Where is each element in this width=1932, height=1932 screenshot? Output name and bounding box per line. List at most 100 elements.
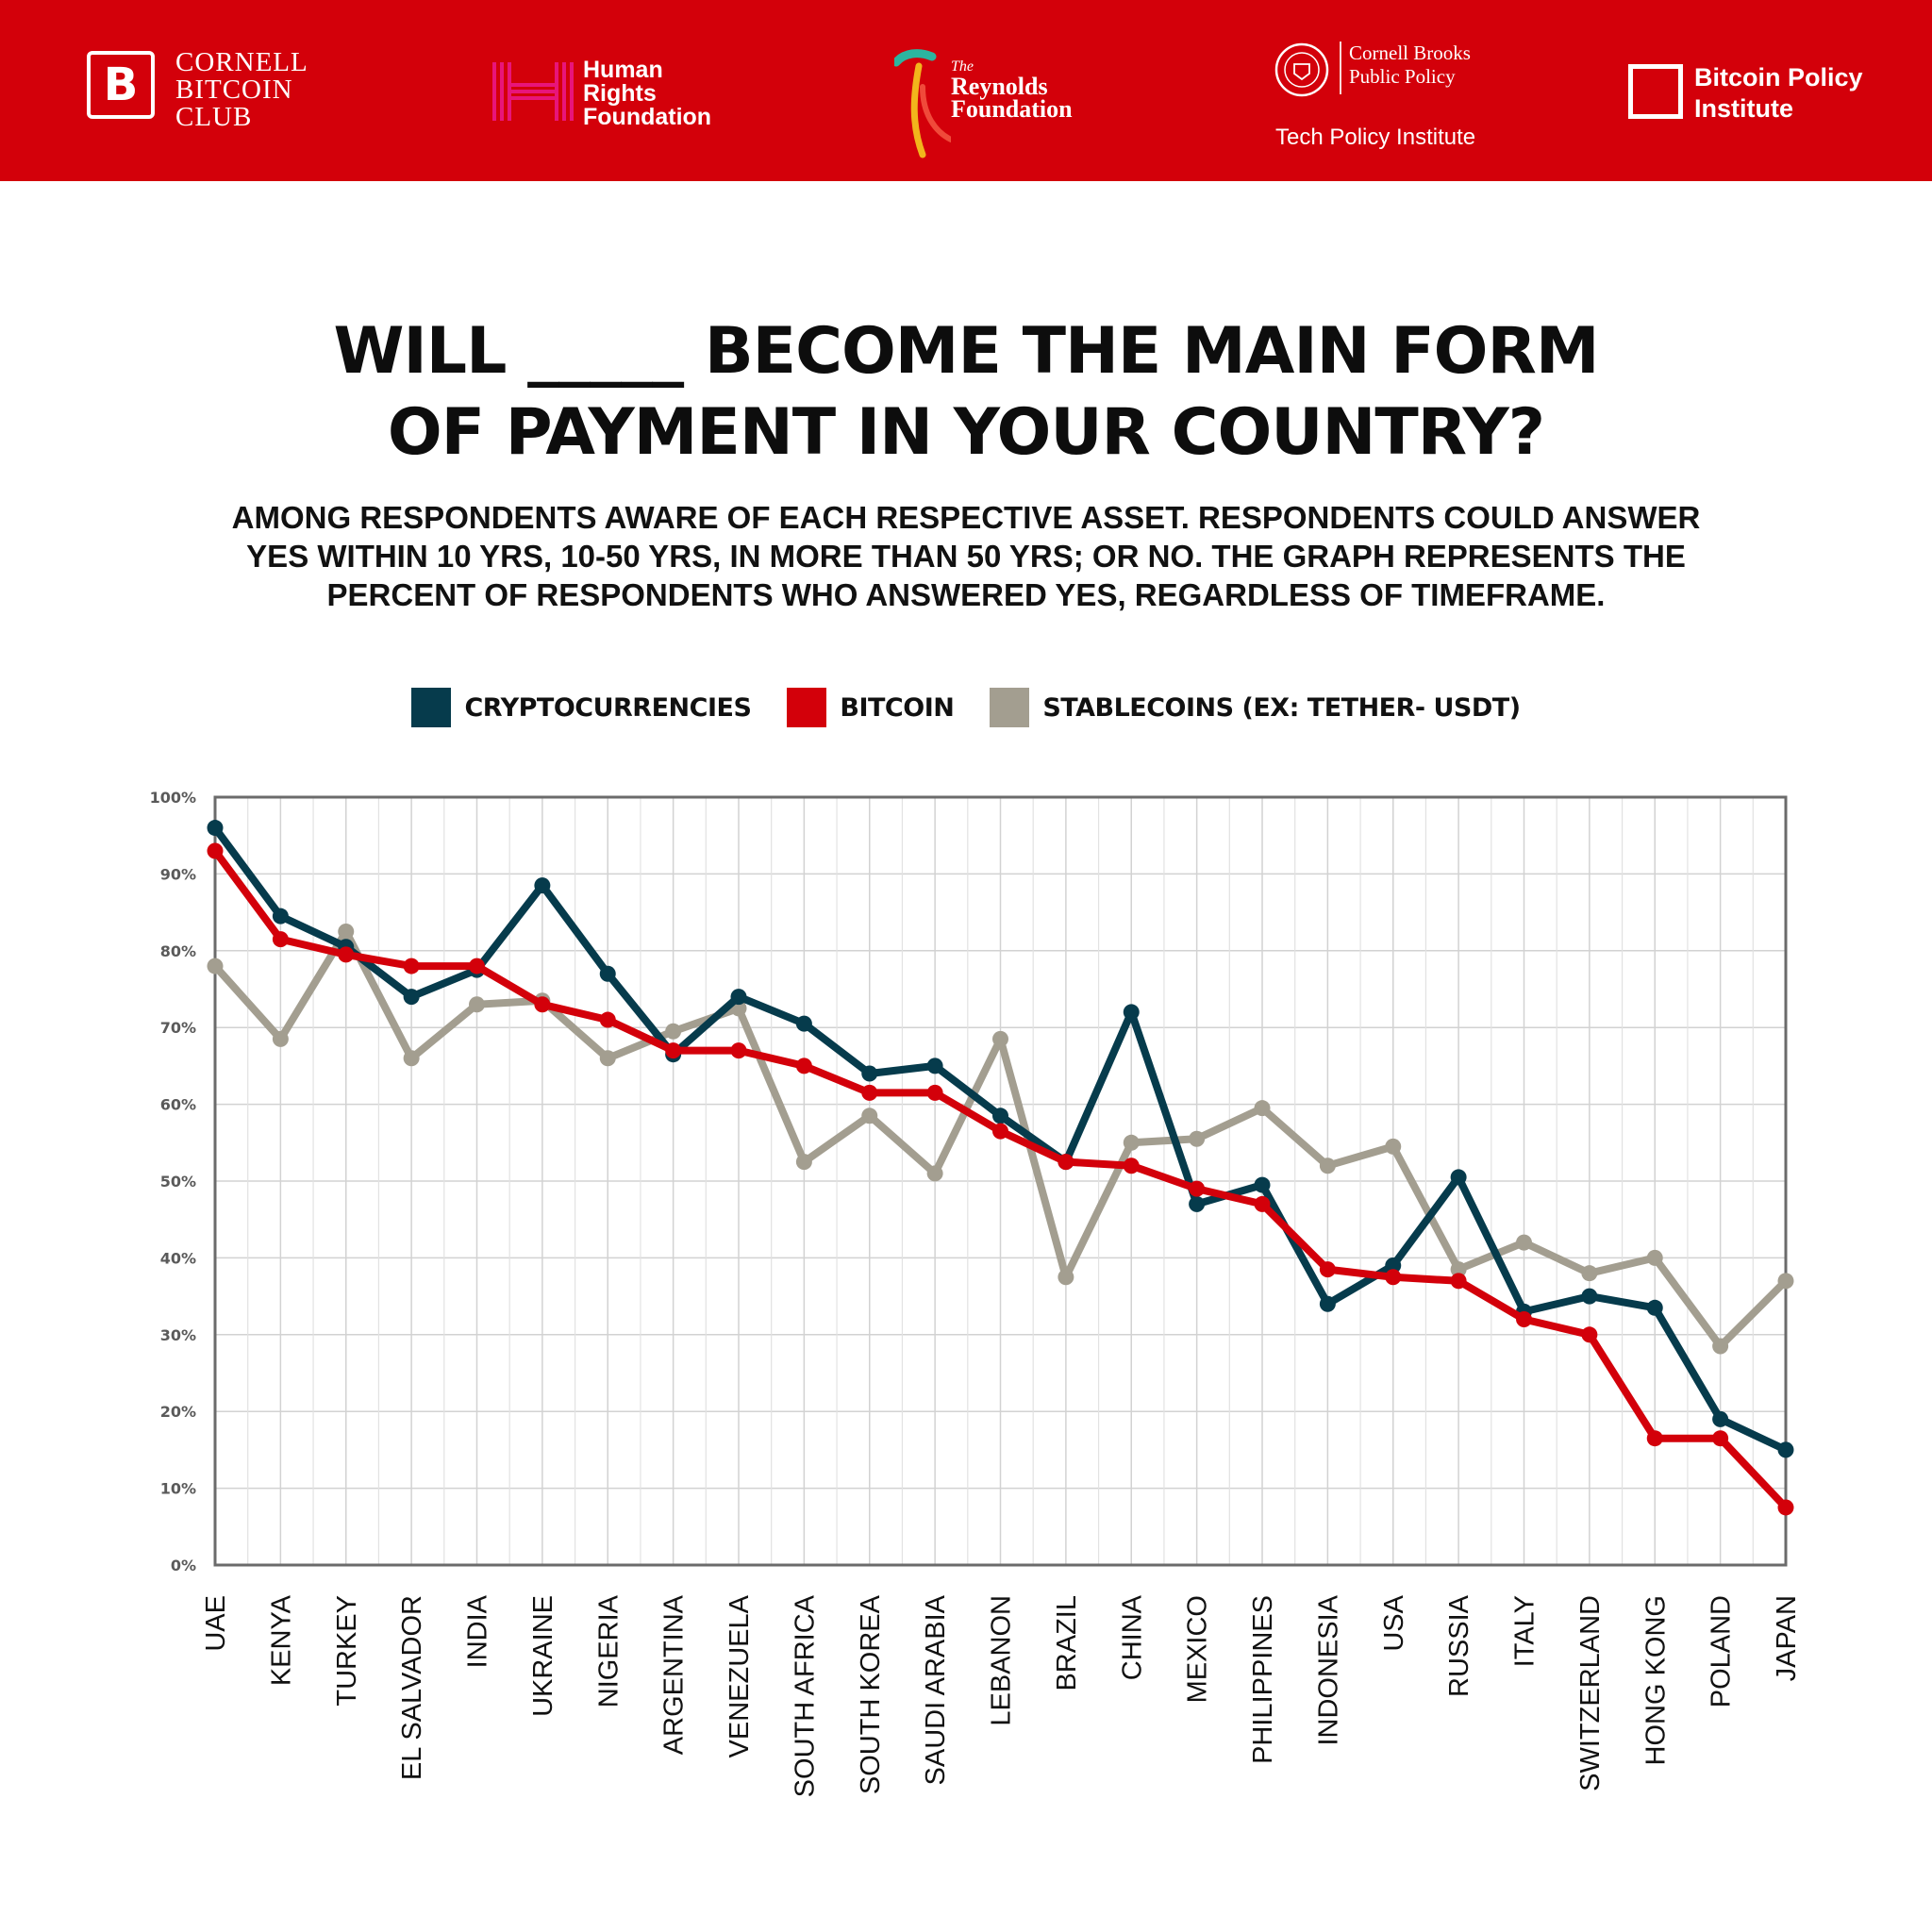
legend-label-cryptocurrencies: CRYPTOCURRENCIES <box>464 692 752 723</box>
data-point-bitcoin <box>1516 1311 1532 1328</box>
x-tick-label: NIGERIA <box>593 1594 624 1707</box>
data-point-bitcoin <box>730 1042 747 1059</box>
data-point-bitcoin <box>1123 1158 1140 1174</box>
data-point-stablecoins <box>992 1030 1008 1047</box>
chart-subtitle-line-3: PERCENT OF RESPONDENTS WHO ANSWERED YES,… <box>326 577 1606 612</box>
data-point-bitcoin <box>338 946 355 963</box>
y-tick-label: 100% <box>150 789 196 807</box>
data-point-stablecoins <box>272 1030 289 1047</box>
x-tick-label: VENEZUELA <box>724 1594 755 1757</box>
legend-label-bitcoin: BITCOIN <box>840 692 955 723</box>
data-point-bitcoin <box>926 1084 943 1101</box>
data-point-stablecoins <box>926 1165 943 1182</box>
y-tick-label: 0% <box>171 1557 196 1574</box>
x-tick-label: CHINA <box>1117 1594 1147 1680</box>
data-point-bitcoin <box>861 1084 878 1101</box>
bitcoin-policy-institute-logo: Bitcoin Policy Institute <box>1628 60 1874 126</box>
x-tick-label: INDONESIA <box>1313 1594 1343 1745</box>
data-point-bitcoin <box>207 842 224 859</box>
data-point-stablecoins <box>1319 1158 1336 1174</box>
data-point-bitcoin <box>1319 1261 1336 1278</box>
cornell-seal-icon <box>1274 42 1329 97</box>
y-tick-label: 50% <box>160 1173 196 1191</box>
data-point-bitcoin <box>992 1123 1008 1140</box>
data-point-bitcoin <box>1450 1273 1467 1290</box>
bpi-square-icon <box>1628 64 1683 119</box>
data-point-stablecoins <box>1385 1138 1402 1155</box>
data-point-stablecoins <box>861 1108 878 1124</box>
data-point-cryptocurrencies <box>1712 1410 1729 1427</box>
data-point-cryptocurrencies <box>1450 1169 1467 1186</box>
x-tick-label: KENYA <box>266 1594 296 1686</box>
x-tick-label: BRAZIL <box>1052 1595 1082 1691</box>
legend-item-stablecoins: STABLECOINS (EX: TETHER- USDT) <box>990 688 1521 727</box>
data-point-cryptocurrencies <box>1385 1257 1402 1274</box>
data-point-bitcoin <box>1385 1269 1402 1286</box>
data-point-cryptocurrencies <box>1777 1441 1794 1458</box>
data-point-cryptocurrencies <box>1123 1004 1140 1021</box>
tech-policy-institute: Tech Policy Institute <box>1275 125 1476 150</box>
data-point-bitcoin <box>469 958 485 974</box>
y-tick-label: 10% <box>160 1480 196 1498</box>
data-point-stablecoins <box>1581 1265 1598 1282</box>
data-point-cryptocurrencies <box>992 1108 1008 1124</box>
data-point-cryptocurrencies <box>599 965 616 982</box>
data-point-bitcoin <box>1189 1180 1206 1197</box>
chart-title: WILL _____ BECOME THE MAIN FORM OF PAYME… <box>0 311 1932 474</box>
cornell-bitcoin-club-logo: B CORNELL BITCOIN CLUB <box>87 49 351 134</box>
data-point-cryptocurrencies <box>534 877 551 894</box>
data-point-bitcoin <box>403 958 420 974</box>
y-tick-label: 30% <box>160 1326 196 1344</box>
legend-swatch-cryptocurrencies <box>411 688 452 727</box>
data-point-stablecoins <box>795 1154 812 1171</box>
cornell-brooks-logo: Cornell Brooks Public Policy Tech Policy… <box>1274 38 1519 160</box>
data-point-stablecoins <box>1058 1269 1074 1286</box>
reynolds-foundation-logo: The Reynolds Foundation <box>894 49 1102 162</box>
data-point-stablecoins <box>207 958 224 974</box>
chart-subtitle: AMONG RESPONDENTS AWARE OF EACH RESPECTI… <box>142 498 1790 614</box>
y-tick-label: 60% <box>160 1096 196 1114</box>
reynolds-swirl-icon <box>894 49 951 158</box>
x-tick-label: UKRAINE <box>528 1595 558 1717</box>
hrf-name: Human Rights Foundation <box>583 57 712 130</box>
legend-swatch-bitcoin <box>787 688 827 727</box>
data-point-stablecoins <box>403 1050 420 1067</box>
chart-title-line-1: WILL _____ BECOME THE MAIN FORM <box>333 314 1600 389</box>
x-tick-label: EL SALVADOR <box>397 1595 427 1780</box>
data-point-stablecoins <box>1777 1273 1794 1290</box>
reynolds-name: Reynolds Foundation <box>951 73 1073 123</box>
bitcoin-icon: B <box>87 51 155 119</box>
x-tick-label: UAE <box>201 1595 231 1652</box>
data-point-stablecoins <box>1450 1261 1467 1278</box>
data-point-stablecoins <box>1646 1249 1663 1266</box>
line-chart: 0% 10% 20% 30% 40% 50% 60% 70% 80% 90% 100% UAE KENY… <box>150 789 1802 1797</box>
chart-subtitle-line-2: YES WITHIN 10 YRS, 10-50 YRS, IN MORE TH… <box>246 539 1686 574</box>
chart-subtitle-line-1: AMONG RESPONDENTS AWARE OF EACH RESPECTI… <box>231 500 1701 535</box>
data-point-stablecoins <box>1516 1234 1532 1251</box>
data-point-cryptocurrencies <box>1254 1176 1271 1193</box>
legend-item-bitcoin: BITCOIN <box>787 688 955 727</box>
x-tick-label: SOUTH KOREA <box>856 1594 886 1794</box>
x-tick-label: POLAND <box>1707 1595 1737 1707</box>
data-point-cryptocurrencies <box>403 989 420 1006</box>
x-tick-label: RUSSIA <box>1444 1594 1474 1697</box>
y-tick-label: 20% <box>160 1403 196 1421</box>
chart-title-line-2: OF PAYMENT IN YOUR COUNTRY? <box>387 395 1545 470</box>
data-point-bitcoin <box>272 931 289 948</box>
chart-legend: CRYPTOCURRENCIES BITCOIN STABLECOINS (EX… <box>0 687 1932 728</box>
data-point-cryptocurrencies <box>207 820 224 837</box>
data-point-bitcoin <box>1646 1430 1663 1447</box>
data-point-bitcoin <box>599 1011 616 1028</box>
x-tick-label: LEBANON <box>987 1595 1017 1726</box>
cornell-brooks-name: Cornell Brooks Public Policy <box>1349 42 1471 88</box>
data-point-cryptocurrencies <box>1319 1295 1336 1312</box>
human-rights-foundation-logo: Human Rights Foundation <box>491 58 736 134</box>
data-point-stablecoins <box>665 1023 682 1040</box>
data-point-bitcoin <box>1777 1499 1794 1516</box>
hrf-h-icon <box>492 62 574 121</box>
x-tick-label: PHILIPPINES <box>1248 1595 1278 1764</box>
cornell-divider <box>1340 42 1341 94</box>
data-point-bitcoin <box>665 1042 682 1059</box>
data-point-cryptocurrencies <box>730 989 747 1006</box>
y-tick-label: 40% <box>160 1249 196 1267</box>
